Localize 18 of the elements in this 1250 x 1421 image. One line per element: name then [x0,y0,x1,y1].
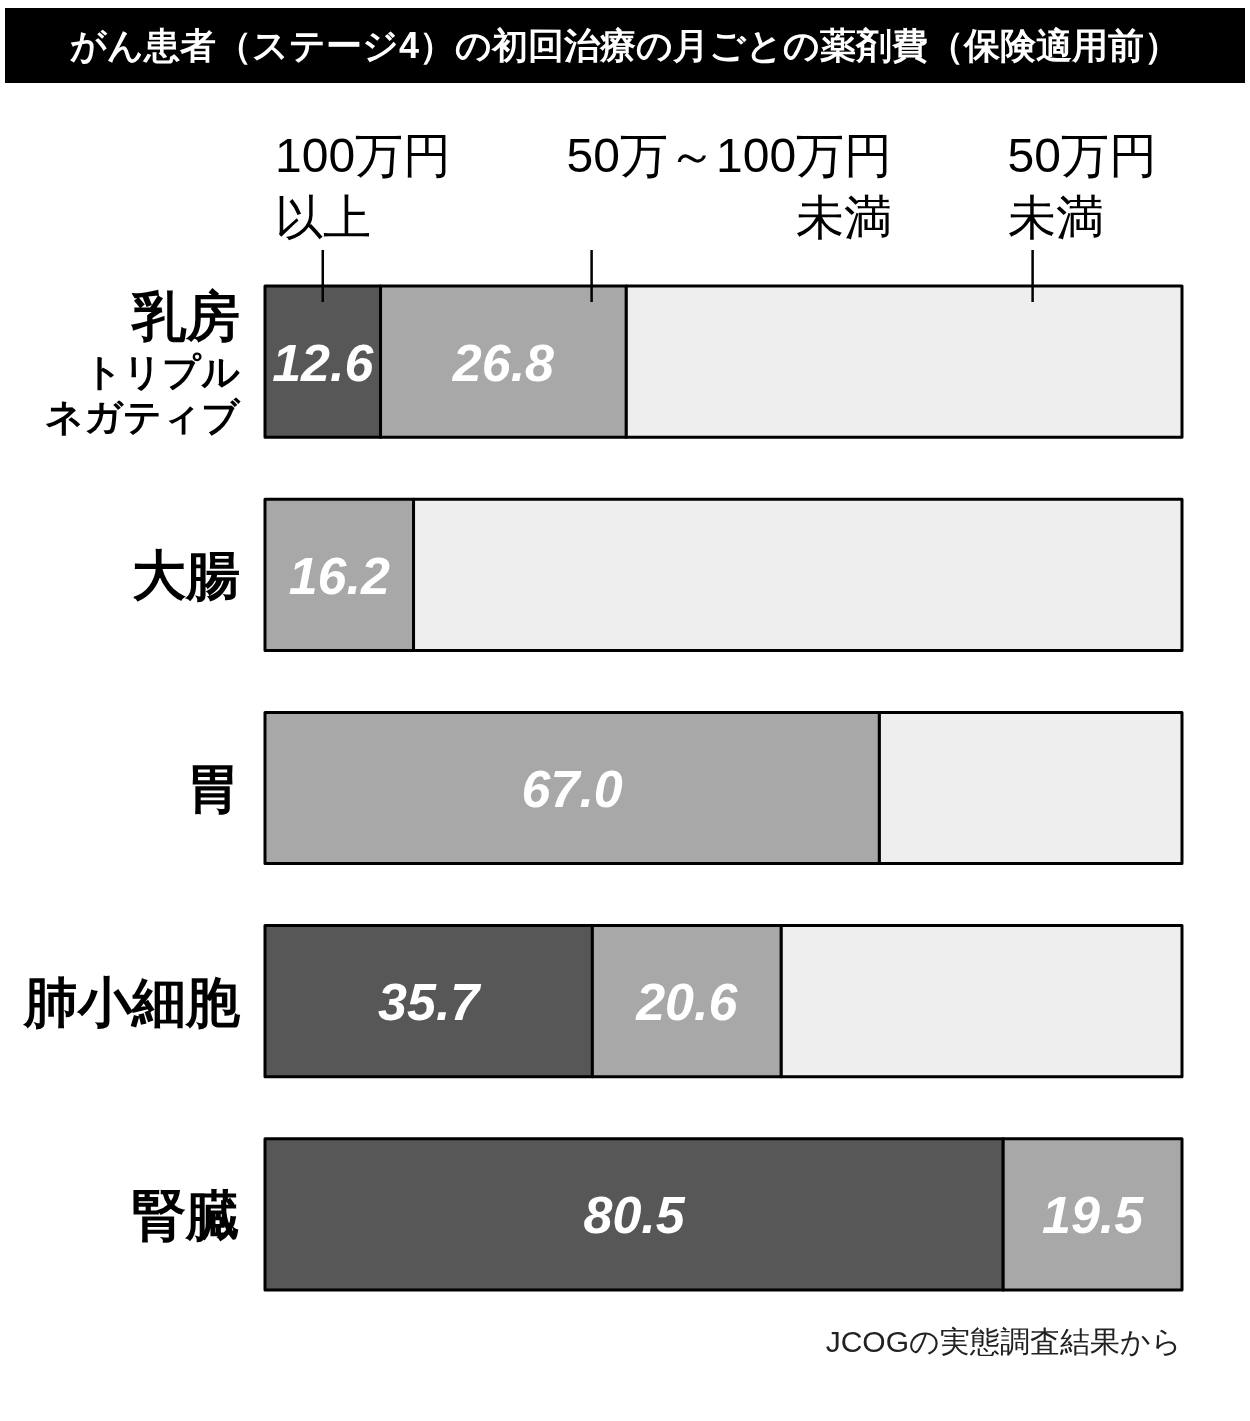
category-label: 腎臓 [132,1184,240,1245]
category-label: 胃 [186,758,240,819]
data-label: 35.7 [378,973,480,1032]
data-label: 16.2 [288,546,390,605]
chart-title: がん患者（ステージ4）の初回治療の月ごとの薬剤費（保険適用前） [70,25,1180,66]
legend-label: 100万円以上 [275,129,452,244]
legend-label: 50万円未満 [1007,129,1157,244]
data-label: 26.8 [452,333,555,392]
data-label: 19.5 [1042,1186,1144,1245]
data-label: 67.0 [521,760,623,818]
legend-label: 50万～100万円未満 [566,129,893,244]
category-label: 大腸 [132,545,240,606]
data-label: 80.5 [583,1186,685,1245]
annotation: JCOGの実態調査結果から [825,1325,1182,1358]
data-label: 20.6 [636,973,738,1032]
category-label: 肺小細胞 [24,971,240,1032]
category-label: 乳房トリプルネガティブ [45,286,240,439]
data-label: 12.6 [272,333,374,392]
